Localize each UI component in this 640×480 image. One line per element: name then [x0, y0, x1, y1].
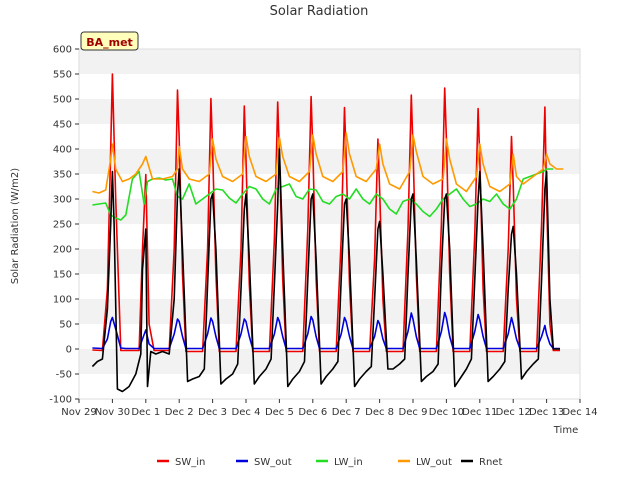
y-tick-label: 450	[53, 120, 72, 131]
grid-bands	[79, 49, 580, 399]
y-axis-ticks: -100 -50 0 50 100 150 200 250 300 350 400 450 500 550…	[49, 45, 79, 406]
series-line-lw-out	[92, 132, 564, 194]
y-tick-label: 350	[53, 170, 72, 181]
x-tick-label: Dec 3	[198, 407, 227, 418]
x-tick-label: Dec 11	[462, 407, 497, 418]
y-tick-label: 400	[53, 145, 72, 156]
grid-band	[79, 74, 580, 99]
x-tick-label: Nov 29	[61, 407, 96, 418]
grid-band	[79, 299, 580, 324]
x-tick-label: Dec 13	[529, 407, 564, 418]
grid-band	[79, 224, 580, 249]
y-tick-label: -100	[49, 395, 72, 406]
y-tick-label: -50	[56, 370, 72, 381]
legend-label: SW_out	[254, 457, 292, 468]
x-tick-label: Dec 12	[496, 407, 531, 418]
station-badge-box	[80, 31, 139, 51]
y-tick-label: 0	[66, 345, 72, 356]
legend-label: Rnet	[479, 457, 502, 468]
y-tick-label: 50	[59, 320, 72, 331]
grid-band	[79, 199, 580, 224]
y-tick-label: 550	[53, 70, 72, 81]
grid-band	[79, 349, 580, 374]
x-tick-label: Dec 6	[298, 407, 327, 418]
y-axis-label: Solar Radiation (W/m2)	[10, 168, 21, 284]
x-tick-label: Dec 1	[131, 407, 160, 418]
x-tick-label: Dec 8	[365, 407, 394, 418]
series-layer	[91, 73, 564, 393]
x-tick-label: Nov 30	[95, 407, 130, 418]
grid-band	[79, 99, 580, 124]
series-line-sw-out	[92, 311, 560, 350]
grid-band	[79, 274, 580, 299]
series-line-lw-in	[92, 168, 554, 221]
x-tick-label: Dec 2	[165, 407, 194, 418]
legend-label: LW_in	[334, 457, 363, 468]
y-tick-label: 600	[53, 45, 72, 56]
series-line-sw-in	[92, 73, 560, 353]
x-tick-label: Dec 14	[562, 407, 597, 418]
grid-band	[79, 49, 580, 74]
x-tick-label: Dec 4	[232, 407, 261, 418]
grid-band	[79, 324, 580, 349]
grid-band	[79, 249, 580, 274]
y-tick-label: 100	[53, 295, 72, 306]
legend-label: SW_in	[175, 457, 205, 468]
y-tick-label: 300	[53, 195, 72, 206]
x-tick-label: Dec 5	[265, 407, 294, 418]
station-badge-label: BA_met	[86, 36, 133, 49]
y-tick-label: 200	[53, 245, 72, 256]
y-tick-label: 250	[53, 220, 72, 231]
series-line-rnet	[91, 148, 560, 393]
x-axis-label: Time	[553, 425, 578, 436]
legend: SW_in SW_out LW_in LW_out Rnet	[157, 457, 502, 468]
y-tick-label: 500	[53, 95, 72, 106]
grid-band	[79, 149, 580, 174]
grid-band	[79, 124, 580, 149]
station-badge: BA_met	[80, 31, 139, 51]
legend-label: LW_out	[416, 457, 452, 468]
chart-title: Solar Radiation	[270, 4, 369, 19]
x-tick-label: Dec 9	[399, 407, 428, 418]
grid-band	[79, 174, 580, 199]
x-tick-label: Dec 10	[429, 407, 464, 418]
y-tick-label: 150	[53, 270, 72, 281]
x-tick-label: Dec 7	[332, 407, 361, 418]
grid-band	[79, 374, 580, 399]
